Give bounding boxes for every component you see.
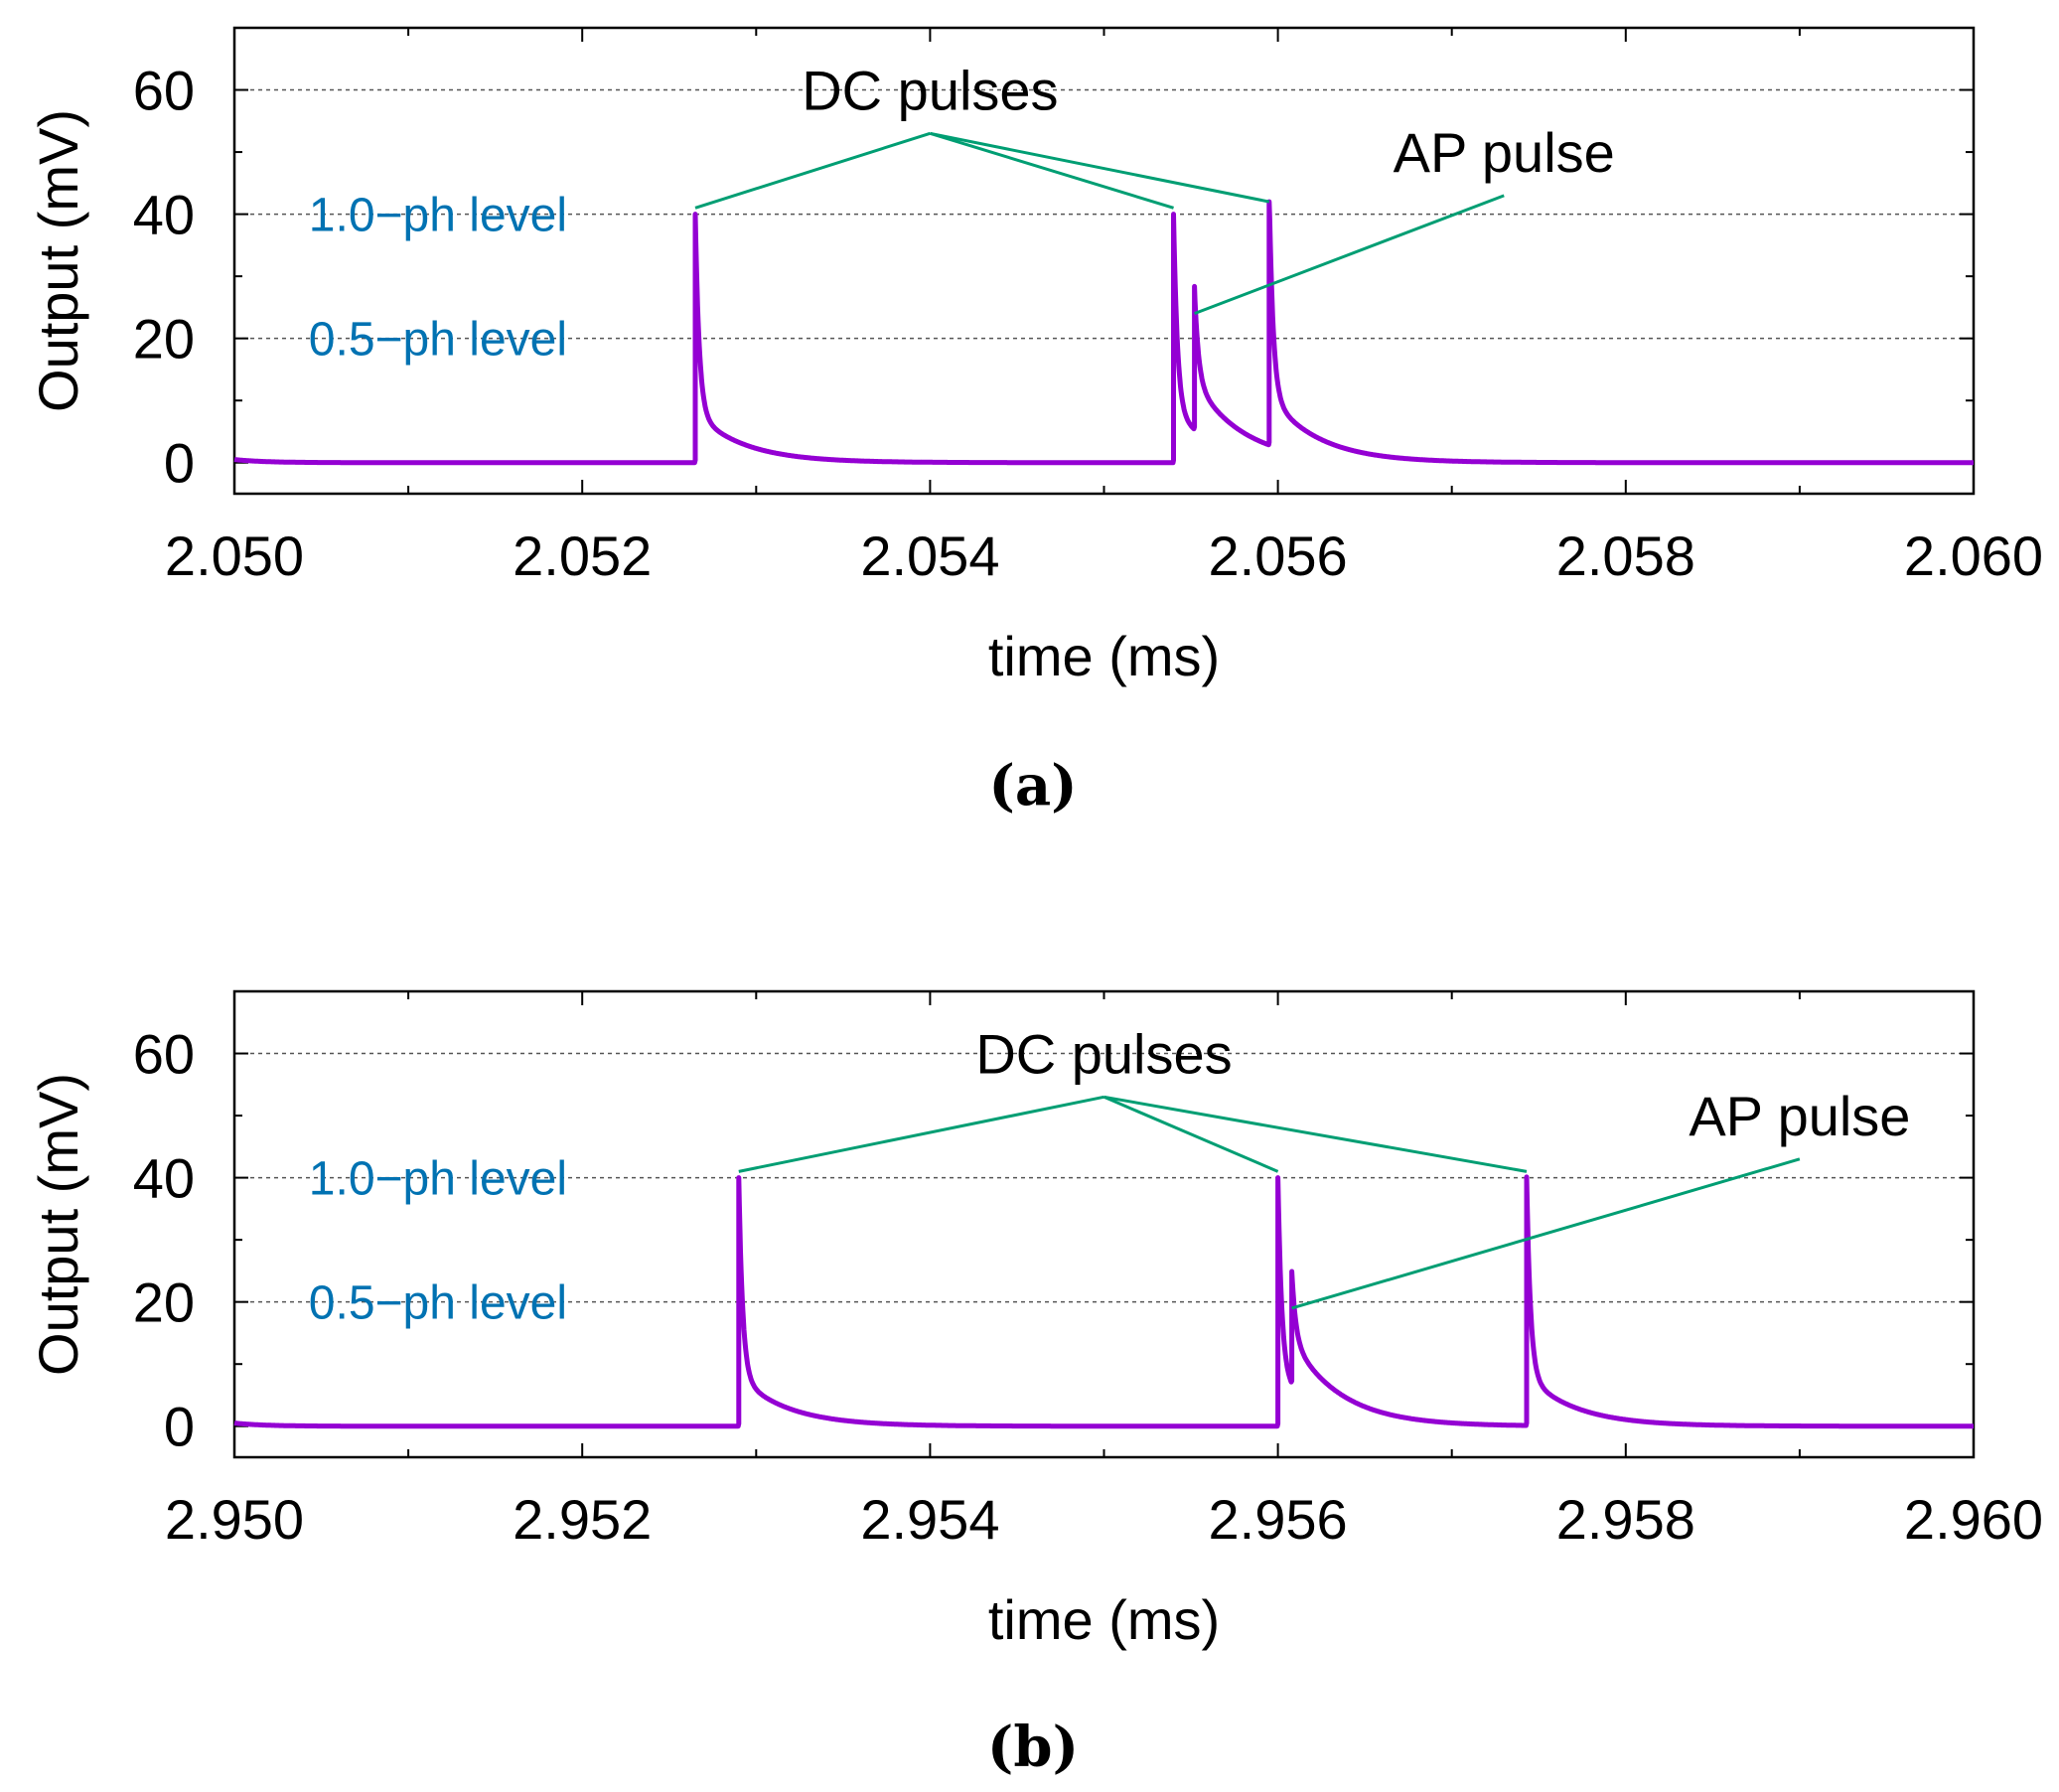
panel-b: 2.950 2.952 2.954 2.956 2.958 2.960 0 20 40 60 1.0… (27, 989, 2043, 1780)
y-tick-label: 60 (133, 60, 195, 122)
y-tick-label: 60 (133, 1023, 195, 1086)
x-tick-label: 2.956 (1209, 1488, 1348, 1551)
ap-pulse-label: AP pulse (1394, 121, 1615, 184)
dc-pulses-label: DC pulses (802, 59, 1058, 121)
annotation-leader (738, 1095, 1104, 1173)
x-tick-label: 2.950 (165, 1488, 304, 1551)
output-trace (232, 199, 1976, 466)
x-axis-label: time (ms) (988, 625, 1220, 687)
level-label: 0.5−ph level (309, 1277, 567, 1330)
x-tick-label: 2.058 (1556, 524, 1695, 587)
y-tick-label: 20 (133, 308, 195, 371)
panel-label: (a) (988, 753, 1077, 819)
x-tick-label: 2.050 (165, 524, 304, 587)
y-tick-label: 0 (164, 1396, 195, 1458)
y-tick-label: 20 (133, 1271, 195, 1334)
annotation-leader (1194, 194, 1505, 316)
y-axis-label: Output (mV) (27, 1073, 89, 1376)
panel-a: 2.050 2.052 2.054 2.056 2.058 2.060 0 20 40 60 1.0… (27, 26, 2043, 819)
x-tick-label: 2.954 (860, 1488, 999, 1551)
ap-pulse-label: AP pulse (1689, 1085, 1910, 1147)
plot-frame (232, 26, 1976, 496)
y-tick-label: 40 (133, 184, 195, 246)
x-axis-label: time (ms) (988, 1588, 1220, 1651)
annotation-leader (930, 131, 1270, 204)
level-label: 1.0−ph level (309, 1153, 567, 1206)
x-tick-label: 2.052 (513, 524, 652, 587)
y-tick-label: 0 (164, 432, 195, 495)
level-label: 0.5−ph level (309, 314, 567, 367)
level-label: 1.0−ph level (309, 190, 567, 242)
x-tick-label: 2.952 (513, 1488, 652, 1551)
x-tick-label: 2.060 (1904, 524, 2043, 587)
annotation-leader (1291, 1157, 1801, 1310)
annotation-leader (929, 131, 1174, 210)
x-tick-label: 2.960 (1904, 1488, 2043, 1551)
x-tick-label: 2.056 (1209, 524, 1348, 587)
dc-pulses-label: DC pulses (975, 1022, 1232, 1085)
y-axis-label: Output (mV) (27, 109, 89, 412)
output-trace (232, 1174, 1976, 1429)
annotation-leader (1103, 1095, 1528, 1173)
panel-label: (b) (987, 1715, 1079, 1780)
x-tick-label: 2.958 (1556, 1488, 1695, 1551)
annotation-leader (694, 131, 931, 210)
y-tick-label: 40 (133, 1147, 195, 1210)
x-tick-label: 2.054 (860, 524, 999, 587)
annotation-leader (1103, 1095, 1279, 1173)
